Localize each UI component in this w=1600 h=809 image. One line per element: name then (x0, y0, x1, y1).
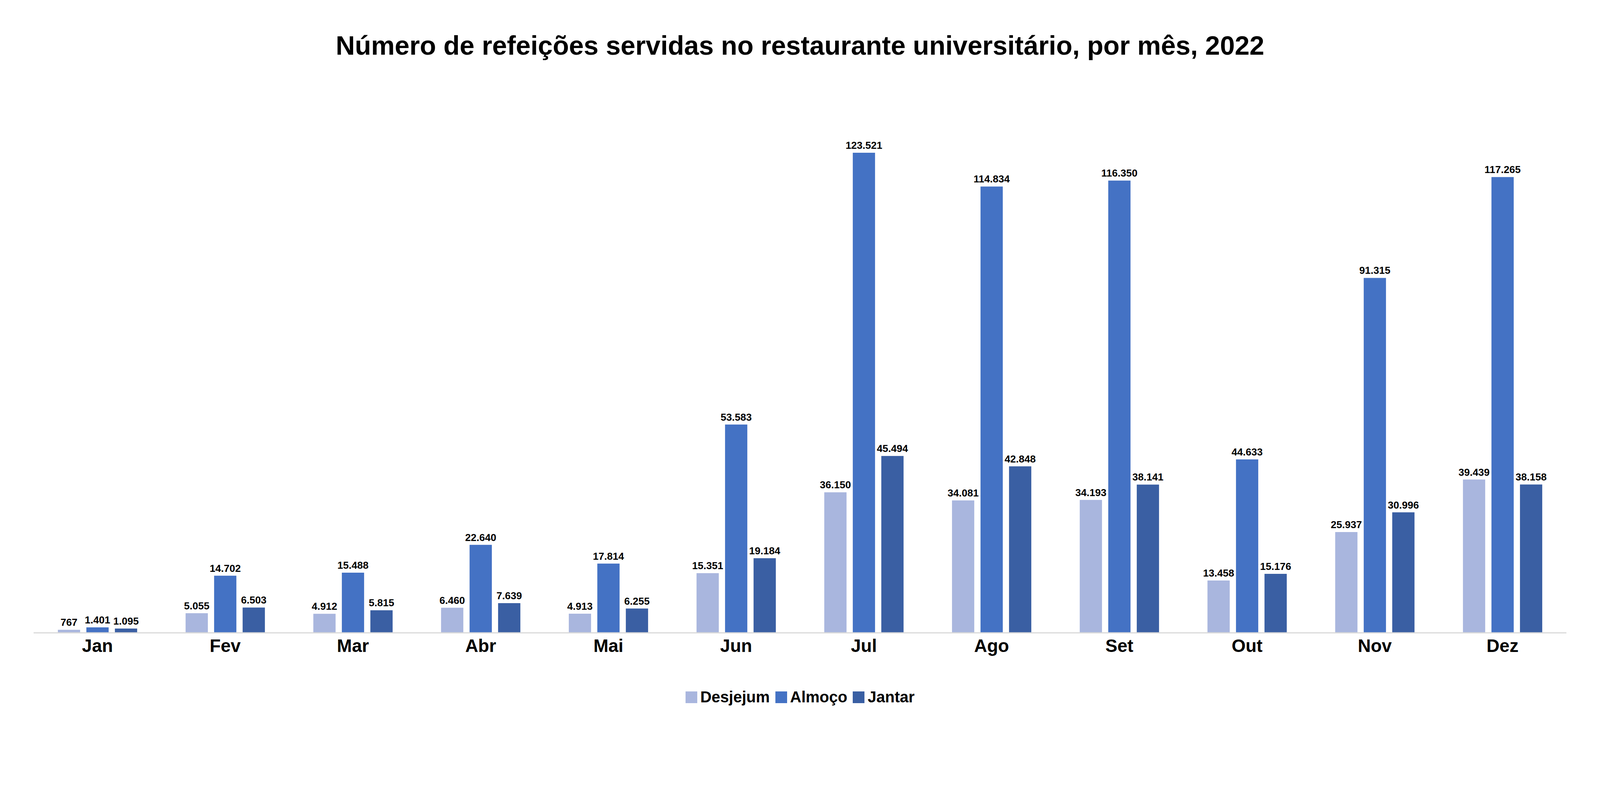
svg-text:91.315: 91.315 (1359, 264, 1391, 277)
svg-text:39.439: 39.439 (1458, 466, 1490, 479)
html-text:Número de refeições servidas n: Número de refeições servidas no restaura… (335, 30, 1265, 61)
svg-text:1.401: 1.401 (84, 614, 111, 626)
svg-text:116.350: 116.350 (1101, 167, 1138, 179)
svg-text:5.815: 5.815 (368, 596, 395, 609)
svg-text:53.583: 53.583 (720, 411, 752, 424)
svg-text:6.255: 6.255 (624, 595, 650, 608)
html-text:Jantar: Jantar (867, 688, 915, 706)
svg-text:6.460: 6.460 (439, 594, 465, 607)
svg-text:42.848: 42.848 (1004, 453, 1036, 465)
svg-text:19.184: 19.184 (749, 544, 781, 557)
svg-text:Abr: Abr (465, 635, 497, 656)
svg-text:Nov: Nov (1357, 635, 1392, 656)
svg-text:767: 767 (60, 616, 78, 629)
svg-text:Ago: Ago (974, 635, 1009, 656)
html-text:Desjejum: Desjejum (700, 688, 770, 706)
svg-text:Mar: Mar (337, 635, 370, 656)
svg-text:15.351: 15.351 (692, 559, 724, 572)
svg-text:6.503: 6.503 (241, 594, 267, 606)
svg-text:17.814: 17.814 (592, 550, 625, 563)
svg-text:Mai: Mai (593, 635, 624, 656)
svg-text:38.141: 38.141 (1132, 471, 1164, 483)
svg-text:Out: Out (1231, 635, 1263, 656)
svg-text:Fev: Fev (209, 635, 242, 656)
svg-text:15.488: 15.488 (337, 559, 369, 572)
svg-text:123.521: 123.521 (845, 139, 883, 152)
svg-text:34.193: 34.193 (1075, 486, 1107, 499)
svg-text:1.095: 1.095 (113, 615, 139, 627)
svg-text:15.176: 15.176 (1260, 560, 1292, 573)
svg-text:22.640: 22.640 (465, 531, 497, 544)
html-text:Almoço: Almoço (790, 688, 848, 706)
svg-text:30.996: 30.996 (1387, 499, 1420, 511)
svg-text:13.458: 13.458 (1203, 567, 1235, 579)
svg-text:36.150: 36.150 (819, 478, 852, 491)
svg-text:Set: Set (1105, 635, 1134, 656)
svg-text:117.265: 117.265 (1484, 163, 1521, 176)
svg-text:7.639: 7.639 (496, 589, 522, 602)
svg-text:Dez: Dez (1486, 635, 1519, 656)
svg-text:114.834: 114.834 (973, 173, 1010, 185)
svg-text:14.702: 14.702 (209, 562, 242, 575)
svg-text:Jan: Jan (82, 635, 113, 656)
svg-text:34.081: 34.081 (947, 487, 979, 499)
svg-text:25.937: 25.937 (1330, 518, 1363, 531)
svg-text:4.912: 4.912 (311, 600, 338, 613)
svg-text:44.633: 44.633 (1231, 446, 1263, 458)
svg-text:38.158: 38.158 (1515, 471, 1547, 483)
svg-text:Jul: Jul (850, 635, 877, 656)
svg-text:5.055: 5.055 (183, 600, 210, 612)
svg-text:45.494: 45.494 (876, 442, 909, 455)
svg-text:4.913: 4.913 (567, 600, 593, 613)
svg-text:Jun: Jun (720, 635, 753, 656)
